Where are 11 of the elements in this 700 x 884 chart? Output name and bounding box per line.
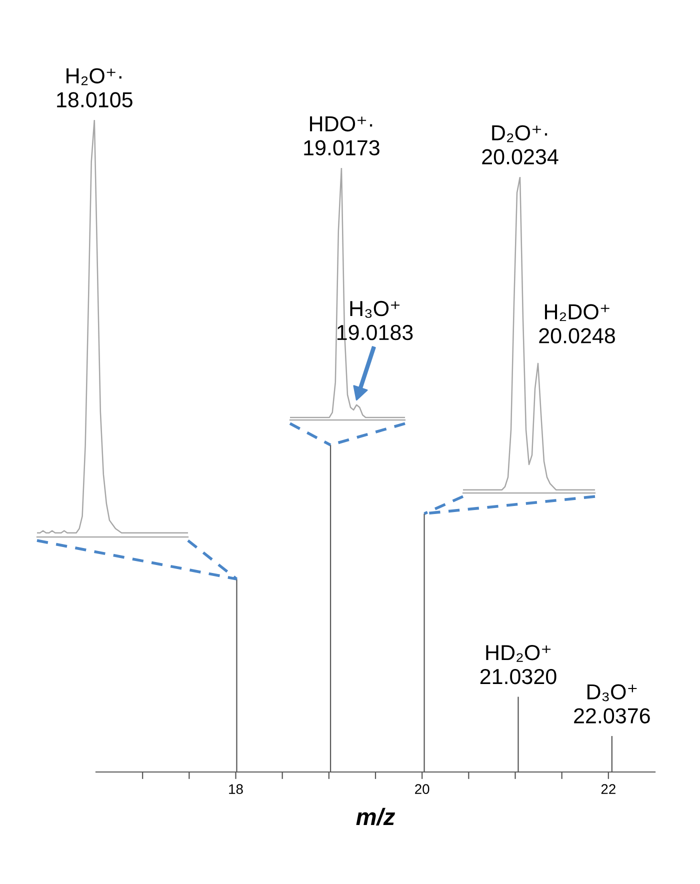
x-tick-label: 22 (601, 784, 616, 794)
x-axis-title: m/z (356, 808, 396, 826)
text: HDO⁺· 19.0173 (304, 116, 380, 156)
annotation: D₃O⁺ 22.0376 (574, 684, 650, 724)
text: D₂O⁺· 20.0234 (482, 125, 558, 164)
annotation: H₃O⁺ 19.0183 (337, 300, 413, 340)
annotation: HD₂O⁺ 21.0320 (480, 644, 556, 684)
text: H₂O⁺· 18.0105 (57, 68, 132, 108)
annotation: H₂DO⁺ 20.0248 (539, 304, 615, 344)
x-tick-label: 20 (415, 784, 430, 794)
x-tick-label: 18 (229, 784, 243, 794)
